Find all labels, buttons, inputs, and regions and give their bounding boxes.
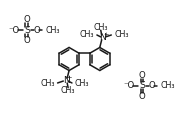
Text: CH₃: CH₃ [75,79,89,88]
Text: ⁻O: ⁻O [124,81,135,90]
Text: +: + [103,33,108,38]
Text: +: + [66,75,72,81]
Text: CH₃: CH₃ [40,79,55,88]
Text: O: O [148,81,155,90]
Text: CH₃: CH₃ [114,29,129,38]
Text: O: O [23,15,30,24]
Text: O: O [33,26,40,35]
Text: N: N [99,33,106,42]
Text: S: S [139,81,145,90]
Text: N: N [63,76,70,85]
Text: O: O [139,71,145,80]
Text: CH₃: CH₃ [61,86,75,95]
Text: CH₃: CH₃ [93,23,108,32]
Text: CH₃: CH₃ [160,81,175,90]
Text: O: O [139,92,145,101]
Text: ⁻O: ⁻O [9,26,20,35]
Text: O: O [23,36,30,45]
Text: CH₃: CH₃ [45,26,60,35]
Text: S: S [24,26,30,35]
Text: CH₃: CH₃ [80,29,94,38]
